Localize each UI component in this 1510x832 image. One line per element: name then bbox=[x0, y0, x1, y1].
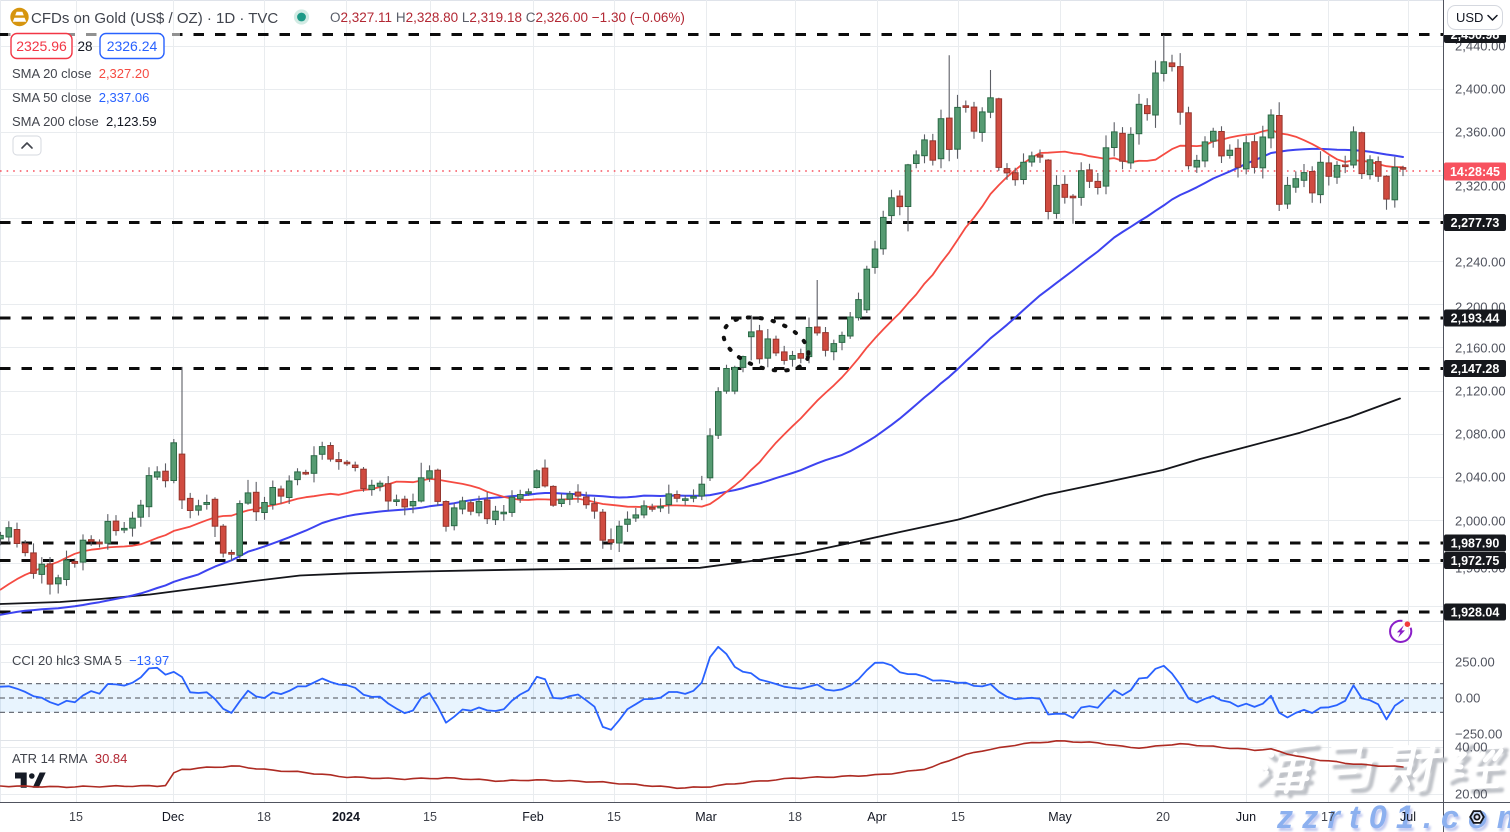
svg-text:CFDs on Gold (US$ / OZ) · 1D ·: CFDs on Gold (US$ / OZ) · 1D · TVC bbox=[31, 10, 278, 27]
svg-text:SMA 20 close 2,327.20: SMA 20 close 2,327.20 bbox=[12, 66, 149, 81]
svg-text:15: 15 bbox=[423, 810, 437, 824]
svg-text:Mar: Mar bbox=[695, 810, 717, 824]
svg-text:2,360.00: 2,360.00 bbox=[1455, 124, 1506, 139]
svg-text:2024: 2024 bbox=[332, 810, 360, 824]
svg-text:2,080.00: 2,080.00 bbox=[1455, 426, 1506, 441]
svg-text:−250.00: −250.00 bbox=[1455, 726, 1502, 741]
svg-text:2,120.00: 2,120.00 bbox=[1455, 383, 1506, 398]
svg-text:15: 15 bbox=[69, 810, 83, 824]
svg-text:2326.24: 2326.24 bbox=[107, 38, 158, 54]
svg-text:May: May bbox=[1048, 810, 1072, 824]
svg-text:40.00: 40.00 bbox=[1455, 739, 1488, 754]
svg-text:18: 18 bbox=[257, 810, 271, 824]
svg-text:2,240.00: 2,240.00 bbox=[1455, 254, 1506, 269]
svg-text:14:28:45: 14:28:45 bbox=[1450, 165, 1500, 179]
svg-text:2,320.00: 2,320.00 bbox=[1455, 178, 1506, 193]
svg-text:1,928.04: 1,928.04 bbox=[1451, 605, 1500, 619]
svg-text:Feb: Feb bbox=[522, 810, 544, 824]
svg-text:USD: USD bbox=[1456, 10, 1483, 25]
svg-text:15: 15 bbox=[607, 810, 621, 824]
svg-text:Apr: Apr bbox=[867, 810, 886, 824]
svg-text:28: 28 bbox=[77, 39, 92, 54]
svg-text:2325.96: 2325.96 bbox=[16, 38, 67, 54]
svg-text:20.00: 20.00 bbox=[1455, 786, 1488, 801]
svg-text:CCI 20 hlc3 SMA 5 −13.97: CCI 20 hlc3 SMA 5 −13.97 bbox=[12, 653, 169, 668]
svg-text:0.00: 0.00 bbox=[1455, 690, 1480, 705]
svg-text:20: 20 bbox=[1156, 810, 1170, 824]
svg-text:Dec: Dec bbox=[162, 810, 184, 824]
svg-text:ATR 14 RMA 30.84: ATR 14 RMA 30.84 bbox=[12, 751, 127, 766]
svg-text:SMA 200 close 2,123.59: SMA 200 close 2,123.59 bbox=[12, 114, 157, 129]
svg-text:2,450.98: 2,450.98 bbox=[1451, 28, 1500, 42]
svg-text:2,147.28: 2,147.28 bbox=[1451, 362, 1500, 376]
svg-text:17: 17 bbox=[1321, 810, 1335, 824]
svg-text:2,040.00: 2,040.00 bbox=[1455, 469, 1506, 484]
svg-text:2,193.44: 2,193.44 bbox=[1451, 311, 1500, 325]
svg-text:15: 15 bbox=[951, 810, 965, 824]
svg-text:2,160.00: 2,160.00 bbox=[1455, 340, 1506, 355]
svg-text:Jul: Jul bbox=[1400, 810, 1416, 824]
svg-text:1,987.90: 1,987.90 bbox=[1451, 536, 1500, 550]
svg-text:SMA 50 close 2,337.06: SMA 50 close 2,337.06 bbox=[12, 90, 149, 105]
svg-text:1,972.75: 1,972.75 bbox=[1451, 554, 1500, 568]
svg-text:O2,327.11 H2,328.80 L2,319.18: O2,327.11 H2,328.80 L2,319.18 C2,326.00 … bbox=[330, 10, 685, 25]
svg-text:250.00: 250.00 bbox=[1455, 654, 1495, 669]
svg-text:2,000.00: 2,000.00 bbox=[1455, 513, 1506, 528]
svg-text:18: 18 bbox=[788, 810, 802, 824]
svg-text:2,277.73: 2,277.73 bbox=[1451, 216, 1500, 230]
svg-text:2,400.00: 2,400.00 bbox=[1455, 81, 1506, 96]
svg-text:Jun: Jun bbox=[1236, 810, 1256, 824]
